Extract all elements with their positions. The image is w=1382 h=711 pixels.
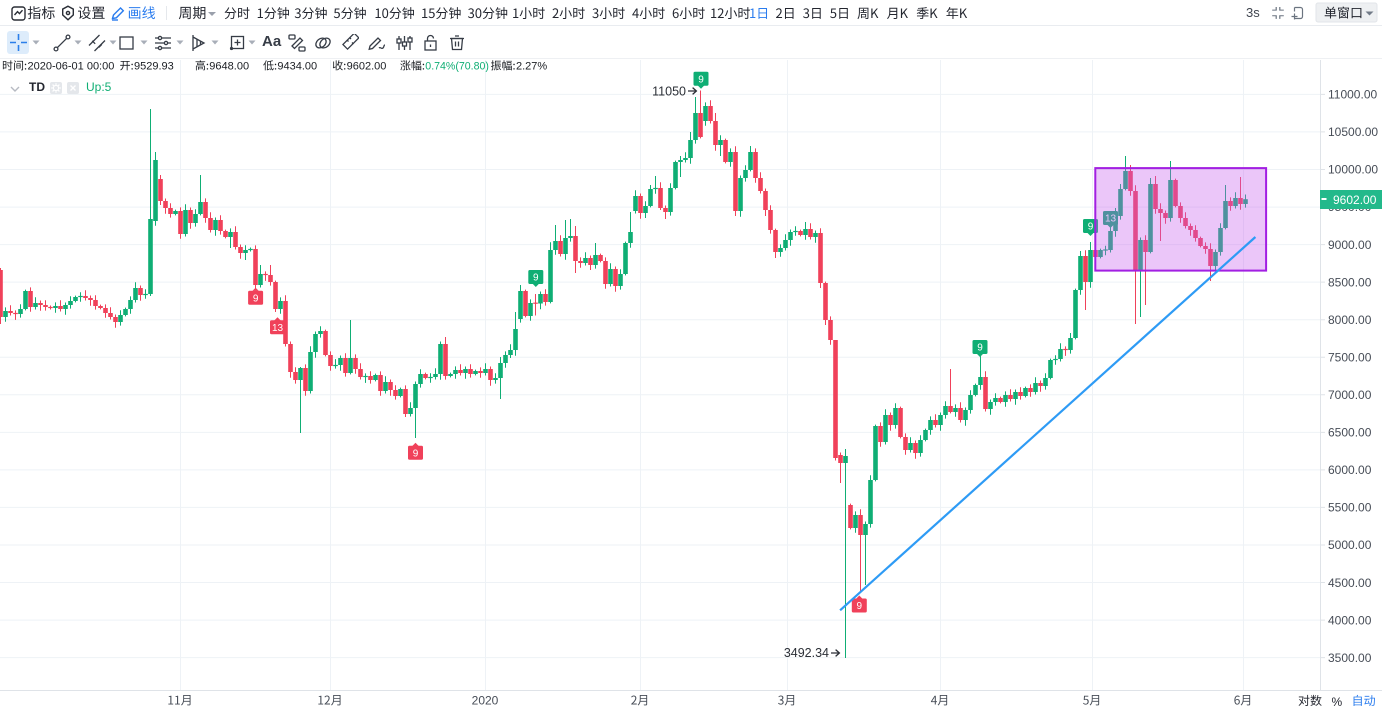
svg-text:9602.00: 9602.00 xyxy=(347,61,387,73)
svg-text:7500.00: 7500.00 xyxy=(1328,350,1372,364)
svg-text:10500.00: 10500.00 xyxy=(1328,125,1378,139)
svg-text:2.27%: 2.27% xyxy=(516,61,547,73)
svg-text:9602.00: 9602.00 xyxy=(1333,193,1377,207)
svg-text:4000.00: 4000.00 xyxy=(1328,613,1372,627)
svg-text:3500.00: 3500.00 xyxy=(1328,651,1372,665)
svg-text:13: 13 xyxy=(272,323,284,334)
svg-text:3492.34: 3492.34 xyxy=(784,646,829,660)
svg-text:9000.00: 9000.00 xyxy=(1328,238,1372,252)
svg-text:4500.00: 4500.00 xyxy=(1328,576,1372,590)
svg-text:9: 9 xyxy=(698,74,704,85)
svg-text:9: 9 xyxy=(253,293,259,304)
svg-text:5500.00: 5500.00 xyxy=(1328,501,1372,515)
svg-text:9: 9 xyxy=(857,601,863,612)
svg-text:11000.00: 11000.00 xyxy=(1328,88,1377,102)
svg-text:11050: 11050 xyxy=(652,85,686,99)
svg-text:13: 13 xyxy=(1105,214,1117,225)
svg-text:8500.00: 8500.00 xyxy=(1328,275,1372,289)
svg-text:9: 9 xyxy=(533,273,539,284)
svg-text:2020-06-01 00:00: 2020-06-01 00:00 xyxy=(28,61,115,73)
svg-text:6000.00: 6000.00 xyxy=(1328,463,1372,477)
svg-text:6500.00: 6500.00 xyxy=(1328,426,1372,440)
svg-text:9648.00: 9648.00 xyxy=(209,61,249,73)
svg-text:10000.00: 10000.00 xyxy=(1328,163,1378,177)
svg-text:9529.93: 9529.93 xyxy=(134,61,174,73)
svg-text:9: 9 xyxy=(977,343,983,354)
svg-text:9: 9 xyxy=(413,448,419,459)
svg-text:8000.00: 8000.00 xyxy=(1328,313,1372,327)
svg-text:7000.00: 7000.00 xyxy=(1328,388,1372,402)
svg-text:0.74%(70.80): 0.74%(70.80) xyxy=(425,61,489,73)
svg-text:2020: 2020 xyxy=(472,694,499,708)
svg-text:9: 9 xyxy=(1088,222,1094,233)
svg-text:5000.00: 5000.00 xyxy=(1328,538,1372,552)
svg-text:9434.00: 9434.00 xyxy=(277,61,317,73)
